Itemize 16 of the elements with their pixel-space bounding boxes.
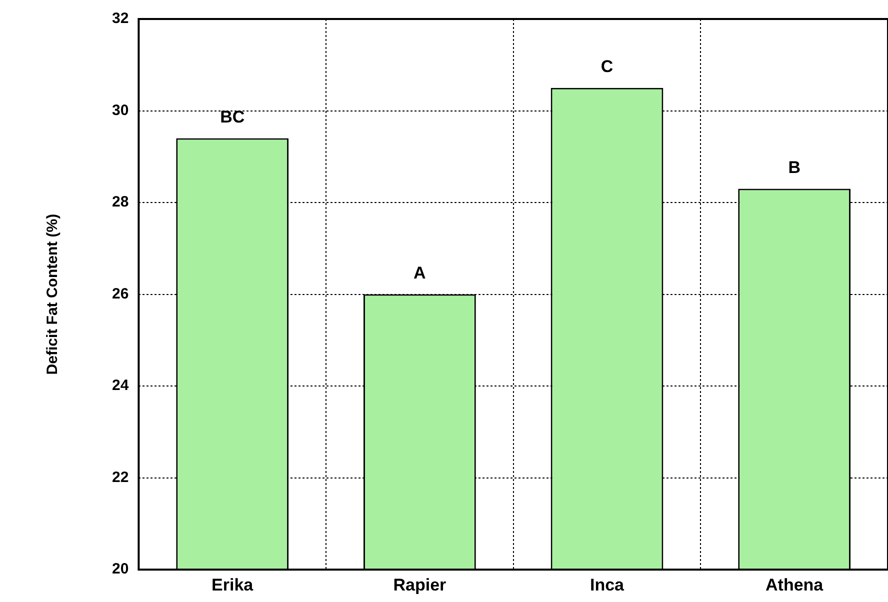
x-tick-label: Inca — [590, 575, 625, 594]
y-tick-label: 20 — [112, 560, 129, 578]
y-tick-label: 26 — [112, 285, 129, 302]
annotation: B — [788, 158, 800, 177]
annotation: A — [414, 263, 426, 282]
y-tick-label: 32 — [112, 10, 129, 28]
y-tick-label: 22 — [112, 468, 129, 486]
y-tick-label: 28 — [112, 194, 129, 211]
x-tick-label: Erika — [212, 575, 254, 594]
annotation: BC — [220, 107, 245, 126]
y-tick-label: 24 — [112, 377, 130, 394]
y-tick-label: 30 — [112, 102, 129, 119]
y-axis-title: Deficit Fat Content (%) — [44, 214, 62, 375]
x-tick-label: Rapier — [393, 575, 447, 594]
x-tick-label: Athena — [766, 575, 824, 594]
annotation: C — [600, 57, 614, 76]
